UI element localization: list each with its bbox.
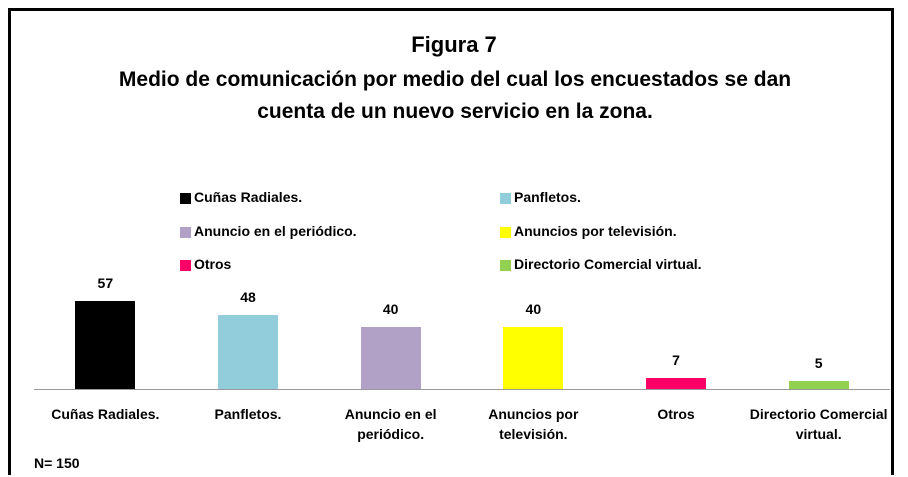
x-tick-label: Anuncio en el periódico. (344, 406, 437, 442)
x-tick-label: Otros (657, 406, 695, 422)
legend-swatch (180, 260, 191, 271)
legend-label: Anuncio en el periódico. (194, 222, 357, 239)
chart-title: Figura 7 (411, 32, 497, 57)
value-label: 40 (382, 301, 399, 318)
bar (788, 381, 849, 389)
value-label: 57 (97, 275, 114, 291)
x-tick-label: Panfletos. (214, 406, 282, 422)
x-tick-label: Anuncios por televisión. (488, 406, 579, 442)
legend-swatch (500, 193, 511, 204)
x-tick-label: Cuñas Radiales. (51, 406, 160, 422)
value-label: 48 (240, 288, 256, 305)
legend-label: Anuncios por televisión. (514, 222, 677, 239)
x-tick-label: Directorio Comercial virtual. (749, 406, 888, 442)
legend-swatch (500, 260, 511, 271)
legend-swatch (180, 193, 191, 204)
bar (218, 314, 278, 389)
frame-border (8, 8, 894, 475)
value-label: 7 (672, 352, 680, 369)
legend-swatch (500, 226, 511, 238)
legend-label: Otros (194, 256, 232, 272)
legend-label: Cuñas Radiales. (194, 189, 303, 205)
bar (75, 301, 136, 389)
legend-label: Directorio Comercial virtual. (514, 256, 702, 272)
legend-label: Panfletos. (514, 189, 581, 205)
value-label: 40 (525, 301, 542, 318)
bar (503, 327, 564, 389)
bar (646, 378, 706, 389)
value-label: 5 (814, 355, 823, 372)
legend-swatch (180, 226, 191, 238)
bar (360, 327, 421, 389)
chart-subtitle: Medio de comunicación por medio del cual… (118, 68, 792, 123)
x-axis-line (34, 389, 890, 390)
note: N= 150 (34, 455, 80, 471)
